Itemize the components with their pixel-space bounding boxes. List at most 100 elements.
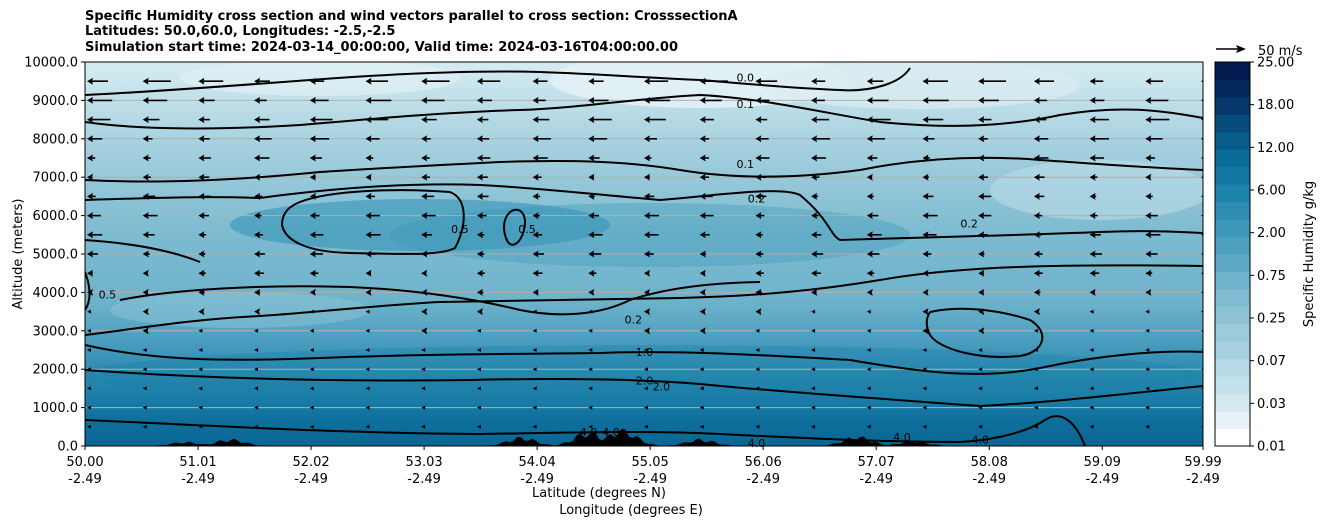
wind-arrow — [922, 154, 930, 162]
wind-arrow — [922, 424, 927, 429]
x-tick-lon-6: -2.49 — [746, 472, 780, 487]
wind-arrow — [588, 116, 612, 124]
wind-arrow — [1145, 212, 1158, 220]
wind-arrow — [365, 77, 389, 85]
wind-arrow — [755, 269, 764, 277]
x-tick-lon-0: -2.49 — [68, 472, 102, 487]
wind-arrow — [532, 212, 540, 220]
wind-arrow — [866, 154, 878, 162]
wind-arrow — [142, 269, 149, 277]
wind-arrow — [922, 192, 934, 200]
x-tick-lon-3: -2.49 — [407, 472, 441, 487]
wind-arrow — [588, 250, 602, 258]
wind-arrow — [87, 309, 91, 314]
wind-arrow — [254, 367, 259, 372]
wind-arrow — [866, 405, 871, 410]
wind-arrow — [476, 212, 487, 220]
x-axis-label-latitude: Latitude (degrees N) — [532, 486, 666, 501]
wind-arrow — [254, 135, 272, 143]
wind-arrow — [755, 77, 778, 85]
wind-arrow — [476, 77, 501, 85]
wind-arrow — [811, 154, 826, 162]
wind-arrow — [476, 308, 483, 316]
wind-arrow — [755, 173, 767, 181]
wind-arrow — [922, 308, 929, 316]
contour-label-6: 0.5 — [518, 223, 536, 236]
wind-arrow — [644, 250, 654, 258]
wind-arrow — [1145, 269, 1153, 277]
colorbar-swatch-11 — [1215, 236, 1250, 255]
wind-arrow — [811, 96, 825, 104]
contour-4.0 — [85, 415, 1086, 446]
colorbar-swatch-18 — [1215, 114, 1250, 133]
wind-arrow — [142, 367, 147, 372]
colorbar-tick-label-5: 2.00 — [1257, 226, 1286, 241]
wind-arrow — [254, 269, 264, 277]
colorbar-tick-label-0: 0.01 — [1257, 440, 1286, 455]
wind-arrow — [588, 192, 595, 200]
wind-arrow — [755, 192, 767, 200]
wind-arrow — [978, 77, 1007, 85]
wind-arrow — [476, 231, 485, 239]
wind-arrow — [699, 116, 714, 124]
wind-arrow — [644, 288, 650, 296]
wind-arrow — [1033, 154, 1049, 162]
wind-arrow — [755, 348, 760, 352]
contour-label-5: 0.5 — [451, 223, 469, 236]
contour-label-13: 4.0 — [602, 426, 620, 439]
wind-arrow — [476, 96, 493, 104]
y-tick-label-3: 3000.0 — [33, 324, 79, 339]
wind-arrow — [532, 96, 546, 104]
wind-arrow — [699, 135, 710, 143]
wind-arrow — [699, 367, 704, 372]
x-tick-lat-4: 54.04 — [519, 455, 556, 470]
wind-arrow — [87, 250, 99, 258]
wind-arrow — [1145, 424, 1150, 429]
wind-arrow — [142, 77, 171, 85]
wind-arrow — [699, 288, 706, 296]
wind-arrow — [198, 154, 211, 162]
wind-arrow — [866, 96, 889, 104]
colorbar-swatch-8 — [1215, 288, 1250, 307]
wind-arrow — [142, 231, 155, 239]
wind-arrow — [1089, 328, 1094, 333]
x-tick-lon-9: -2.49 — [1085, 472, 1119, 487]
wind-arrow — [421, 231, 433, 239]
wind-arrow — [699, 96, 722, 104]
wind-arrow — [1145, 154, 1155, 162]
wind-arrow — [1089, 309, 1094, 314]
wind-arrow — [922, 386, 927, 391]
wind-arrow — [476, 192, 489, 200]
wind-arrow — [755, 386, 760, 391]
wind-arrow — [87, 77, 108, 85]
wind-arrow — [254, 288, 261, 296]
contour-2.0 — [85, 369, 1203, 408]
wind-arrow — [532, 328, 537, 333]
chart-title-line-3: Simulation start time: 2024-03-14_00:00:… — [85, 40, 678, 55]
wind-arrow — [87, 96, 113, 104]
wind-arrow — [532, 231, 543, 239]
wind-arrow — [978, 288, 985, 296]
wind-arrow — [365, 116, 389, 124]
contour-0.2-core — [925, 307, 1044, 358]
chart-title-line-1: Specific Humidity cross section and wind… — [85, 9, 738, 24]
wind-arrow — [811, 192, 819, 200]
wind-arrow — [87, 212, 101, 220]
wind-arrow — [644, 77, 669, 85]
wind-arrow — [476, 173, 488, 181]
wind-arrow — [978, 367, 983, 372]
wind-arrow — [866, 77, 884, 85]
wind-arrow — [644, 308, 650, 316]
wind-arrow — [421, 250, 428, 258]
wind-arrow — [198, 77, 224, 85]
wind-arrow — [198, 269, 206, 277]
wind-arrow — [978, 116, 992, 124]
wind-arrow — [588, 367, 593, 372]
x-tick-lat-6: 56.06 — [745, 455, 782, 470]
wind-arrow — [198, 328, 203, 333]
wind-arrow — [476, 269, 485, 277]
wind-arrow — [755, 250, 764, 258]
wind-arrow — [142, 308, 149, 316]
wind-arrow — [476, 328, 481, 333]
wind-arrow — [87, 288, 93, 296]
